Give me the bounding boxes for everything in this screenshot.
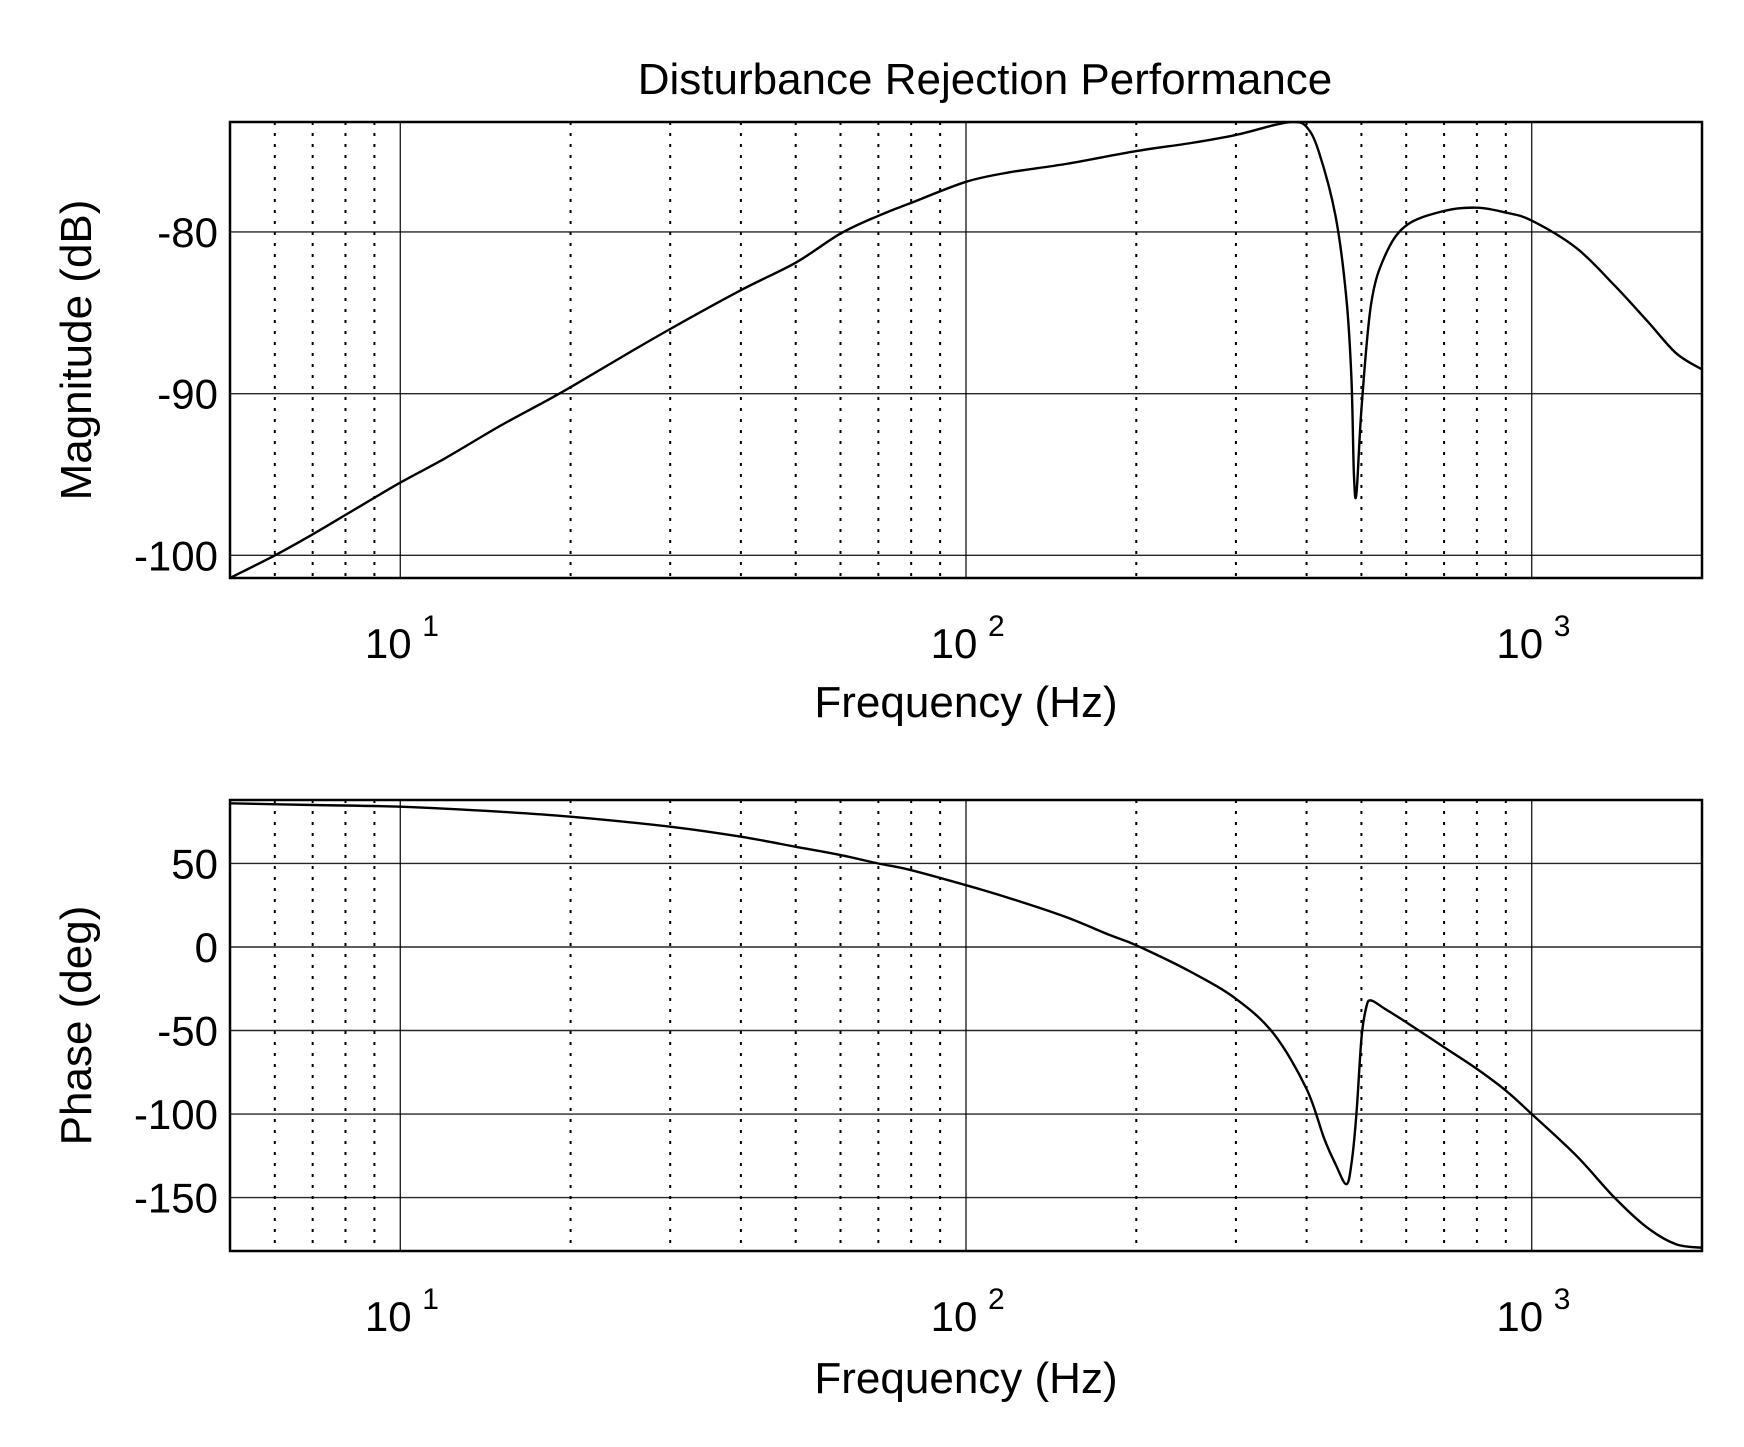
phase-x-axis-label: Frequency (Hz)	[814, 1354, 1117, 1403]
x-tick-exponent: 2	[988, 1283, 1005, 1316]
magnitude-x-axis-label: Frequency (Hz)	[814, 678, 1117, 727]
y-tick-label: -150	[134, 1175, 218, 1222]
x-tick-exponent: 2	[988, 610, 1005, 643]
phase-y-axis-label: Phase (deg)	[52, 906, 101, 1146]
y-tick-label: 0	[195, 924, 218, 971]
magnitude-panel: -100 -90 -80 10 1 10 2 10 3 Frequency (Hz) Magn…	[52, 120, 1704, 727]
magnitude-y-ticks: -100 -90 -80	[134, 209, 218, 579]
phase-y-ticks: -150 -100 -50 0 50	[134, 840, 218, 1221]
x-tick-label: 10	[931, 620, 978, 667]
phase-axes-frame	[228, 798, 1704, 1253]
x-tick-exponent: 1	[422, 1283, 439, 1316]
x-tick-label: 10	[931, 1293, 978, 1340]
x-tick-label: 10	[365, 1293, 412, 1340]
magnitude-y-axis-label: Magnitude (dB)	[52, 200, 101, 501]
magnitude-curve	[230, 122, 1702, 578]
y-tick-label: -90	[157, 371, 218, 418]
figure-title: Disturbance Rejection Performance	[638, 55, 1333, 104]
x-tick-label: 10	[365, 620, 412, 667]
y-tick-label: 50	[171, 840, 218, 887]
y-tick-label: -80	[157, 209, 218, 256]
phase-grid	[230, 800, 1702, 1251]
x-tick-exponent: 3	[1554, 1283, 1571, 1316]
phase-curve	[230, 802, 1702, 1249]
x-tick-label: 10	[1496, 1293, 1543, 1340]
x-tick-exponent: 1	[422, 610, 439, 643]
x-tick-exponent: 3	[1554, 610, 1571, 643]
magnitude-axes-frame	[228, 120, 1704, 580]
phase-x-ticks: 10 1 10 2 10 3	[365, 1283, 1570, 1340]
magnitude-x-ticks: 10 1 10 2 10 3	[365, 610, 1570, 667]
magnitude-grid	[230, 122, 1702, 578]
y-tick-label: -100	[134, 1091, 218, 1138]
x-tick-label: 10	[1496, 620, 1543, 667]
y-tick-label: -100	[134, 532, 218, 579]
y-tick-label: -50	[157, 1008, 218, 1055]
